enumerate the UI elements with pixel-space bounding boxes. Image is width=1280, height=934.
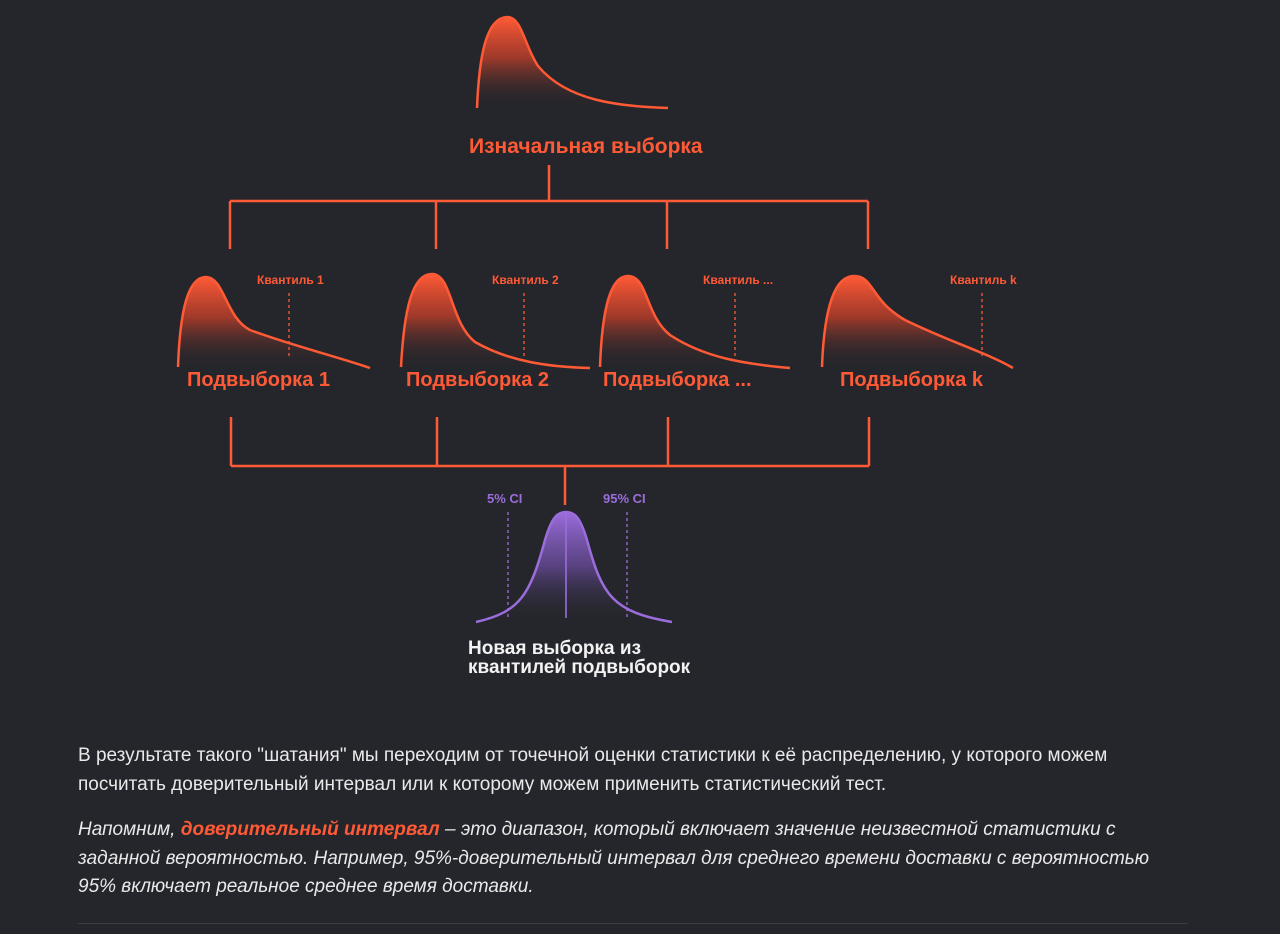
subsample-2-curve [399,272,591,370]
bootstrap-diagram: Изначальная выборка Квантиль 1 Подвыборк… [176,15,1017,678]
subsample-3-label: Подвыборка ... [603,369,752,391]
subsample-1: Квантиль 1 Подвыборка 1 [176,273,371,391]
subsample-1-fill [178,277,370,368]
subsample-1-quantile-label: Квантиль 1 [257,273,324,287]
subsample-1-label: Подвыборка 1 [187,369,330,391]
subsample-2-fill [401,274,590,368]
paragraph-result: В результате такого "шатания" мы переход… [78,745,1108,795]
subsample-3: Квантиль ... Подвыборка ... [598,273,791,391]
root-distribution [475,15,669,110]
subsample-1-curve [176,275,371,370]
subsample-2-quantile-label: Квантиль 2 [492,273,559,287]
root-distribution-curve [475,15,669,110]
root-distribution-fill [477,17,668,108]
result-distribution: 5% CI 95% CI [475,491,673,624]
result-label-line2: квантилей подвыборок [468,657,691,678]
subsample-4: Квантиль k Подвыборка k [820,273,1017,391]
paragraph-definition: Напомним, доверительный интервал – это д… [78,816,1188,902]
subsample-3-fill [600,276,790,368]
subsample-2-label: Подвыборка 2 [406,369,549,391]
result-label-line1: Новая выборка из [468,638,641,659]
ci-high-label: 95% CI [603,491,646,506]
definition-prefix: Напомним, [78,819,181,840]
subsample-3-quantile-label: Квантиль ... [703,273,773,287]
divider [78,923,1188,924]
subsample-4-label: Подвыборка k [840,369,984,391]
split-connector [228,165,870,249]
subsample-3-curve [598,274,791,370]
subsample-2: Квантиль 2 Подвыборка 2 [399,272,591,391]
ci-low-label: 5% CI [487,491,522,506]
root-label: Изначальная выборка [469,135,703,158]
result-distribution-fill [476,512,672,622]
subsample-4-curve [820,274,1014,370]
subsample-4-fill [822,276,1013,368]
confidence-interval-term: доверительный интервал [180,819,440,840]
subsample-4-quantile-label: Квантиль k [950,273,1017,287]
merge-connector [229,417,871,505]
article-text: В результате такого "шатания" мы переход… [78,742,1188,902]
definition-text: – это диапазон, который включает значени… [78,819,1150,897]
